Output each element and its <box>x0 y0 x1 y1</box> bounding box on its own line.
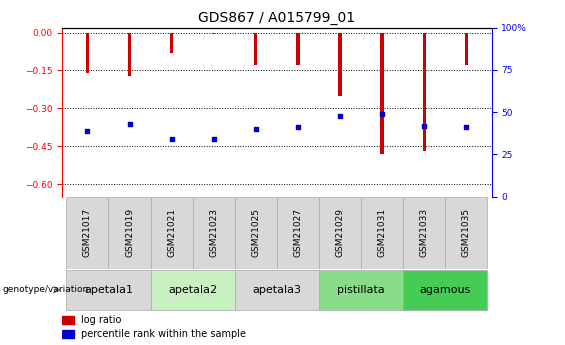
Point <box>336 113 345 118</box>
Point <box>251 126 260 132</box>
Bar <box>423 33 426 151</box>
Bar <box>150 270 234 310</box>
Bar <box>62 316 74 324</box>
Bar <box>380 33 384 154</box>
Bar <box>361 197 403 269</box>
Bar <box>380 33 384 154</box>
Bar <box>403 197 445 269</box>
Point <box>125 121 134 127</box>
Bar <box>193 197 234 269</box>
Text: GSM21025: GSM21025 <box>251 208 260 257</box>
Bar <box>445 197 488 269</box>
Text: GSM21019: GSM21019 <box>125 208 134 257</box>
Text: GSM21035: GSM21035 <box>462 208 471 257</box>
Bar <box>86 33 89 73</box>
Bar <box>423 33 426 151</box>
Text: percentile rank within the sample: percentile rank within the sample <box>81 329 246 339</box>
Text: GSM21027: GSM21027 <box>293 208 302 257</box>
Bar <box>403 270 488 310</box>
Bar <box>234 197 277 269</box>
Text: GSM21017: GSM21017 <box>83 208 92 257</box>
Text: apetala2: apetala2 <box>168 285 217 295</box>
Bar <box>296 33 299 66</box>
Bar <box>108 197 150 269</box>
Bar <box>464 33 468 66</box>
Point <box>167 136 176 142</box>
Bar <box>319 270 403 310</box>
Text: GSM21021: GSM21021 <box>167 208 176 257</box>
Text: pistillata: pistillata <box>337 285 385 295</box>
Text: GSM21031: GSM21031 <box>377 208 386 257</box>
Bar <box>150 197 193 269</box>
Point <box>83 128 92 134</box>
Bar <box>212 33 215 34</box>
Bar <box>212 33 215 34</box>
Point <box>462 125 471 130</box>
Bar <box>66 197 108 269</box>
Point <box>420 123 429 128</box>
Bar <box>170 33 173 53</box>
Point <box>293 125 302 130</box>
Bar <box>62 330 74 338</box>
Bar <box>66 270 150 310</box>
Bar <box>277 197 319 269</box>
Bar <box>86 33 89 73</box>
Bar <box>128 33 131 76</box>
Bar <box>254 33 258 66</box>
Bar <box>254 33 258 66</box>
Text: GSM21029: GSM21029 <box>336 208 345 257</box>
Bar <box>464 33 468 66</box>
Bar <box>170 33 173 53</box>
Text: GSM21023: GSM21023 <box>209 208 218 257</box>
Bar <box>338 33 342 96</box>
Title: GDS867 / A015799_01: GDS867 / A015799_01 <box>198 11 355 25</box>
Bar <box>234 270 319 310</box>
Text: GSM21033: GSM21033 <box>420 208 429 257</box>
Point <box>377 111 386 117</box>
Bar <box>296 33 299 66</box>
Text: apetala1: apetala1 <box>84 285 133 295</box>
Text: agamous: agamous <box>420 285 471 295</box>
Text: genotype/variation: genotype/variation <box>3 285 89 294</box>
Bar <box>128 33 131 76</box>
Text: apetala3: apetala3 <box>253 285 301 295</box>
Bar <box>338 33 342 96</box>
Point <box>209 136 218 142</box>
Bar <box>319 197 361 269</box>
Text: log ratio: log ratio <box>81 315 122 325</box>
